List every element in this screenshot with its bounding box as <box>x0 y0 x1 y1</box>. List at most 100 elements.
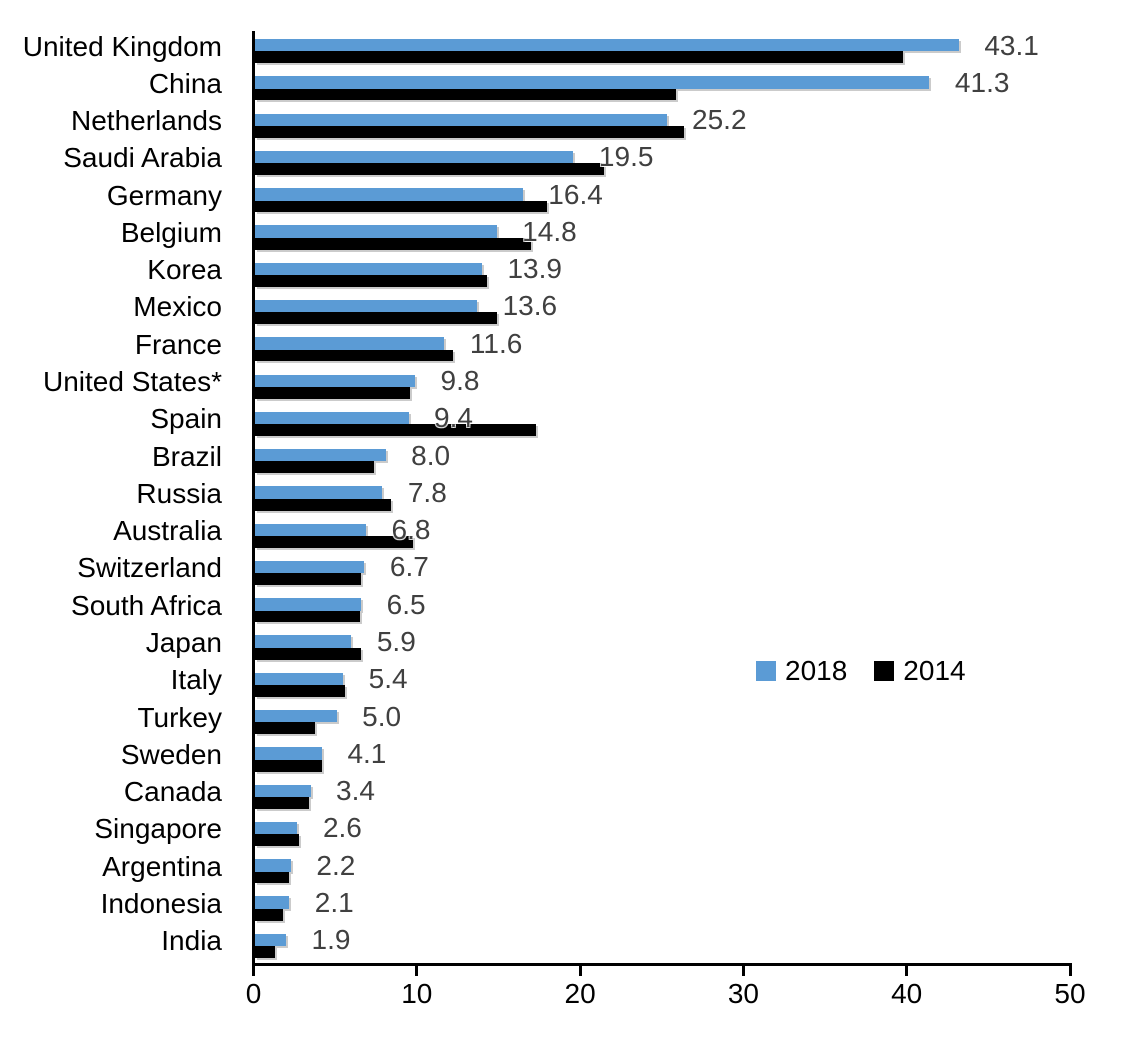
category-label: Singapore <box>94 813 222 845</box>
bar-2014 <box>255 946 275 958</box>
bar-2014 <box>255 125 685 138</box>
category-label: Canada <box>123 776 222 808</box>
bar-2018 <box>255 710 337 723</box>
category-label: Brazil <box>151 440 222 472</box>
value-label: 13.6 <box>502 290 558 322</box>
bar-2018 <box>255 39 959 52</box>
category-label: Korea <box>147 254 222 286</box>
category-label: Turkey <box>137 701 222 733</box>
category-label: Saudi Arabia <box>63 142 222 174</box>
value-label: 1.9 <box>311 924 351 956</box>
x-axis-tick-label: 40 <box>891 978 923 1009</box>
value-label: 2.2 <box>316 849 356 881</box>
bar-2014 <box>255 573 362 586</box>
category-label: Mexico <box>133 291 222 323</box>
bar-2018 <box>255 113 667 126</box>
category-label: South Africa <box>71 589 222 621</box>
value-label: 9.8 <box>440 365 480 397</box>
bar-2018 <box>255 188 523 201</box>
bar-2018 <box>255 486 383 499</box>
x-axis-tick <box>905 966 909 976</box>
bar-2018 <box>255 411 409 425</box>
value-label: 8.0 <box>411 439 451 471</box>
category-label: Switzerland <box>77 552 222 584</box>
x-axis-tick-label: 30 <box>727 978 759 1009</box>
category-label: France <box>134 328 222 360</box>
category-label: Sweden <box>120 738 222 770</box>
value-label: 4.1 <box>347 737 387 769</box>
x-axis-tick-label: 0 <box>245 978 262 1009</box>
value-label: 41.3 <box>954 66 1010 98</box>
category-label: Japan <box>145 626 222 658</box>
category-label: China <box>148 67 222 99</box>
bar-2018 <box>255 449 386 462</box>
bar-2018 <box>255 299 478 313</box>
bar-2014 <box>255 759 322 772</box>
category-label: Netherlands <box>71 105 222 137</box>
legend-swatch-2014 <box>874 661 895 681</box>
bar-2018 <box>255 523 367 537</box>
bar-2018 <box>255 747 322 760</box>
x-axis-tick <box>415 966 419 976</box>
bar-2014 <box>255 908 283 921</box>
bar-2018 <box>255 635 352 648</box>
bar-2014 <box>255 461 375 474</box>
value-label: 19.5 <box>598 141 654 173</box>
bar-2018 <box>255 560 365 574</box>
bar-2018 <box>255 374 416 387</box>
category-label: India <box>161 925 222 957</box>
bar-2014 <box>255 51 904 64</box>
bar-2014 <box>255 797 309 809</box>
value-label: 2.1 <box>314 886 354 918</box>
category-label: Germany <box>106 179 222 211</box>
legend-label-2018: 2018 <box>785 655 848 686</box>
bar-2014 <box>255 647 362 660</box>
value-label: 6.5 <box>386 588 426 620</box>
x-axis-tick-label: 10 <box>401 978 433 1009</box>
bar-2018 <box>255 76 930 89</box>
x-axis-line <box>252 963 1072 966</box>
bar-2018 <box>255 598 362 611</box>
value-label: 9.4 <box>434 402 473 434</box>
x-axis-tick-label: 50 <box>1054 978 1086 1009</box>
bar-2014 <box>255 163 605 176</box>
bar-2014 <box>255 722 316 735</box>
value-label: 7.8 <box>407 476 447 508</box>
legend-label-2014: 2014 <box>903 655 966 686</box>
bar-2014 <box>255 424 536 436</box>
category-label: Belgium <box>120 216 222 248</box>
value-label: 11.6 <box>469 327 523 359</box>
x-axis-tick <box>741 966 745 976</box>
bar-2018 <box>255 933 287 947</box>
category-label: United Kingdom <box>22 30 222 62</box>
value-label: 25.2 <box>692 104 747 136</box>
bar-2014 <box>255 685 345 697</box>
legend: 2018 2014 <box>756 655 966 686</box>
bar-2014 <box>255 610 360 623</box>
value-label: 6.7 <box>389 551 429 583</box>
value-label: 5.4 <box>368 663 408 695</box>
value-label: 5.9 <box>376 625 416 657</box>
x-axis-tick-label: 20 <box>564 978 596 1009</box>
bar-2014 <box>255 498 391 511</box>
bar-2018 <box>255 262 482 276</box>
category-label: Argentina <box>102 850 222 882</box>
category-label: Russia <box>136 477 222 509</box>
bar-2018 <box>255 337 445 350</box>
category-label: Italy <box>170 664 222 696</box>
legend-swatch-2018 <box>756 661 776 681</box>
value-label: 13.9 <box>507 253 562 285</box>
bar-2014 <box>255 349 453 362</box>
category-label: Spain <box>150 403 222 435</box>
bar-2018 <box>255 225 497 238</box>
bar-2014 <box>255 200 548 213</box>
value-label: 14.8 <box>522 215 577 247</box>
value-label: 43.1 <box>984 29 1039 61</box>
x-axis-tick <box>578 966 582 976</box>
value-label: 6.8 <box>391 514 431 546</box>
bar-2014 <box>255 275 487 287</box>
value-label: 3.4 <box>336 775 375 807</box>
bar-2018 <box>255 821 298 835</box>
value-label: 16.4 <box>548 178 603 210</box>
